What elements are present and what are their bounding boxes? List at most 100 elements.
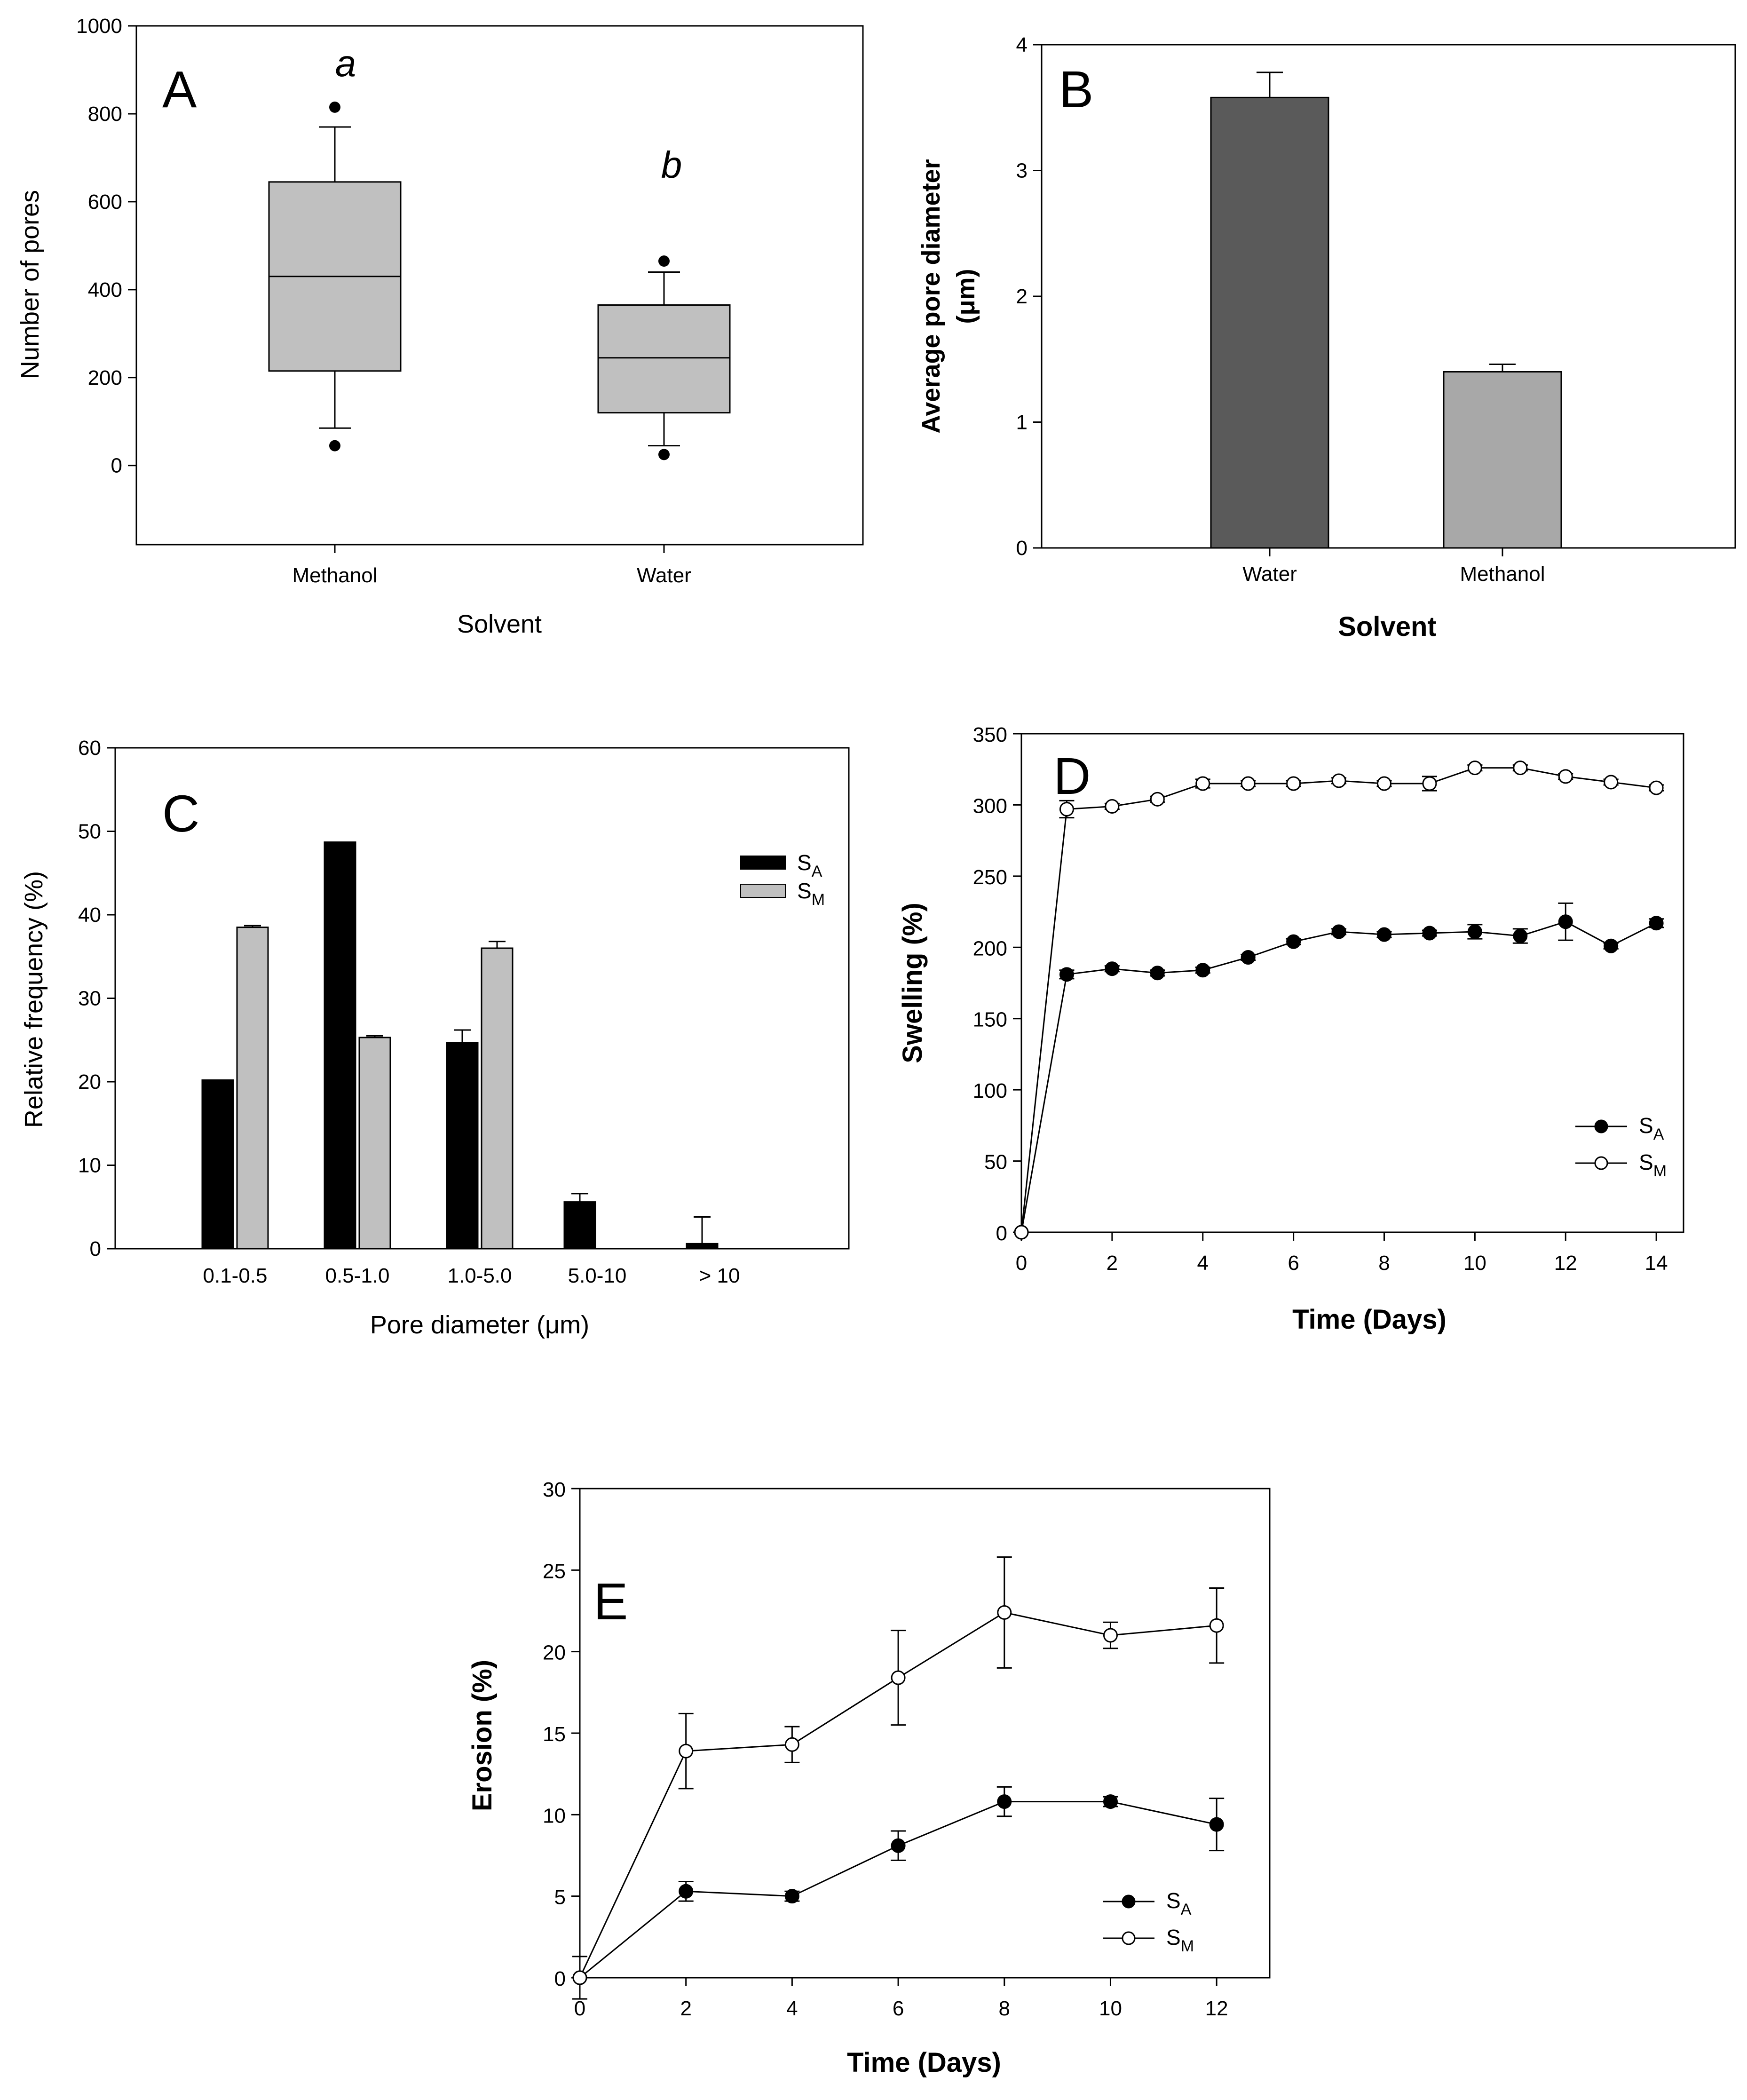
panel-c-ytick-label-6: 60 [78,737,101,760]
panel-d-point-s0-1 [1059,967,1074,982]
panel-e-point-s1-3 [891,1670,906,1685]
panel-d-point-s1-13 [1604,775,1619,790]
panel-d-ytick-label-5: 250 [973,866,1007,889]
panel-a-outlier-1-0 [658,449,670,460]
panel-e-legend-label-1-sub: M [1181,1937,1194,1955]
panel-b-xtick-label-1: Methanol [1460,563,1545,586]
panel-c-xtick-label-3: 5.0-10 [568,1264,627,1287]
panel-d-ytick-label-1: 50 [984,1151,1007,1174]
panel-c-legend-label-0-main: S [797,850,812,875]
panel-c-xtick-label-1: 0.5-1.0 [325,1264,390,1287]
panel-d-point-s0-4 [1195,963,1210,978]
panel-d-xtick-label-4: 8 [1378,1252,1390,1275]
panel-c-xtick-label-0: 0.1-0.5 [203,1264,268,1287]
panel-d-point-s1-4 [1195,776,1210,791]
panel-c-label: C [162,785,199,843]
panel-c-legend-label-0-sub: A [812,863,822,880]
panel-b-ylabel-unit: (μm) [952,269,980,324]
panel-d-point-s1-10 [1467,761,1482,776]
panel-e-xlabel: Time (Days) [847,2047,1001,2078]
panel-d-point-s1-1 [1059,802,1074,817]
panel-b-xlabel: Solvent [1338,611,1437,642]
panel-c-xtick-label-4: > 10 [699,1264,740,1287]
panel-a-ytick-label-1: 200 [88,366,122,389]
panel-e-legend-marker-0 [1122,1894,1136,1909]
panel-d-point-s0-3 [1150,966,1165,981]
panel-e-legend-label-0: SA [1166,1888,1192,1918]
panel-d-legend-label-0: SA [1639,1113,1664,1143]
panel-d-xlabel: Time (Days) [1292,1304,1447,1335]
panel-c-bar-s0-2 [446,1042,479,1250]
panel-d-legend-marker-1 [1594,1156,1608,1170]
panel-d-legend-label-0-sub: A [1653,1125,1664,1143]
panel-e-point-s0-5 [1103,1794,1118,1809]
panel-a-outlier-0-0 [329,440,340,452]
panel-d-point-s0-6 [1286,934,1301,949]
panel-e-label: E [593,1573,628,1631]
panel-c-legend-label-1-main: S [797,879,812,903]
panel-d-point-s1-11 [1513,761,1528,776]
panel-e-legend-label-0-main: S [1166,1888,1181,1913]
panel-d-point-s0-9 [1422,926,1437,941]
panel-e-point-s1-0 [572,1970,587,1985]
panel-b-ytick-label-3: 3 [1016,159,1028,182]
panel-e-point-s0-1 [679,1884,694,1899]
panel-a-outlier-0-1 [329,101,340,113]
panel-e-ytick-label-3: 15 [543,1723,566,1746]
panel-a-ytick-label-3: 600 [88,190,122,214]
panel-d-xtick-label-2: 4 [1197,1252,1209,1275]
panel-e-ylabel: Erosion (%) [467,1660,498,1811]
panel-a-label: A [162,61,197,119]
panel-b-bar-0 [1210,96,1329,549]
panel-e-legend-marker-1 [1122,1931,1136,1945]
panel-c-bar-s0-3 [563,1201,596,1250]
panel-d-point-s1-9 [1422,776,1437,791]
panel-e-point-s1-5 [1103,1628,1118,1643]
panel-d-xtick-label-3: 6 [1288,1252,1299,1275]
panel-d-legend-label-1-main: S [1639,1150,1653,1174]
panel-a-xtick-label-0: Methanol [292,564,377,587]
panel-e-point-s0-3 [891,1838,906,1853]
panel-e-xtick-label-2: 4 [786,1997,798,2020]
panel-e-point-s1-2 [784,1737,799,1752]
panel-c-ytick-label-3: 30 [78,987,101,1010]
panel-e-point-s1-6 [1209,1618,1224,1633]
panel-b-ytick-label-0: 0 [1016,537,1028,560]
panel-d-ytick-label-3: 150 [973,1008,1007,1031]
panel-d-xtick-label-6: 12 [1554,1252,1577,1275]
panel-c-legend-label-1: SM [797,879,825,909]
panel-d-legend-label-1: SM [1639,1150,1667,1180]
panel-e-ytick-label-0: 0 [554,1967,566,1990]
panel-d-point-s0-7 [1331,924,1346,939]
panel-d-point-s0-2 [1105,961,1120,976]
panel-d-xtick-label-0: 0 [1016,1252,1027,1275]
panel-d-xtick-label-1: 2 [1107,1252,1118,1275]
panel-a-ytick-label-4: 800 [88,103,122,126]
panel-c-legend-swatch-1 [740,884,786,898]
panel-d-point-s1-2 [1105,799,1120,814]
panel-d-point-s1-7 [1331,773,1346,788]
panel-d-frame [1020,733,1684,1233]
panel-b-bar-1 [1443,371,1562,549]
panel-d-point-s1-8 [1377,776,1392,791]
panel-d-point-s0-5 [1241,950,1256,965]
panel-b: 0 1 2 3 4 Water Methanol B Solvent Average pore d… [917,33,1736,642]
panel-a-frame [135,25,864,546]
panel-c-ytick-label-0: 0 [90,1237,101,1260]
panel-a-sig-letter-a: a [335,42,356,84]
panel-d-point-s0-12 [1558,914,1573,929]
panel-d-legend-label-1-sub: M [1653,1162,1667,1180]
panel-e-line-s0 [579,1801,1217,1979]
panel-e-point-s1-1 [679,1743,694,1759]
panel-c-xtick-label-2: 1.0-5.0 [448,1264,512,1287]
panel-b-xtick-label-0: Water [1242,563,1297,586]
panel-e-xtick-label-6: 12 [1205,1997,1228,2020]
panel-e-point-s1-4 [997,1605,1012,1620]
panel-d-ytick-label-0: 0 [996,1222,1007,1245]
panel-c-bar-s1-1 [358,1037,391,1250]
panel-a-sig-letter-b: b [661,144,682,186]
panel-d-point-s1-6 [1286,776,1301,791]
